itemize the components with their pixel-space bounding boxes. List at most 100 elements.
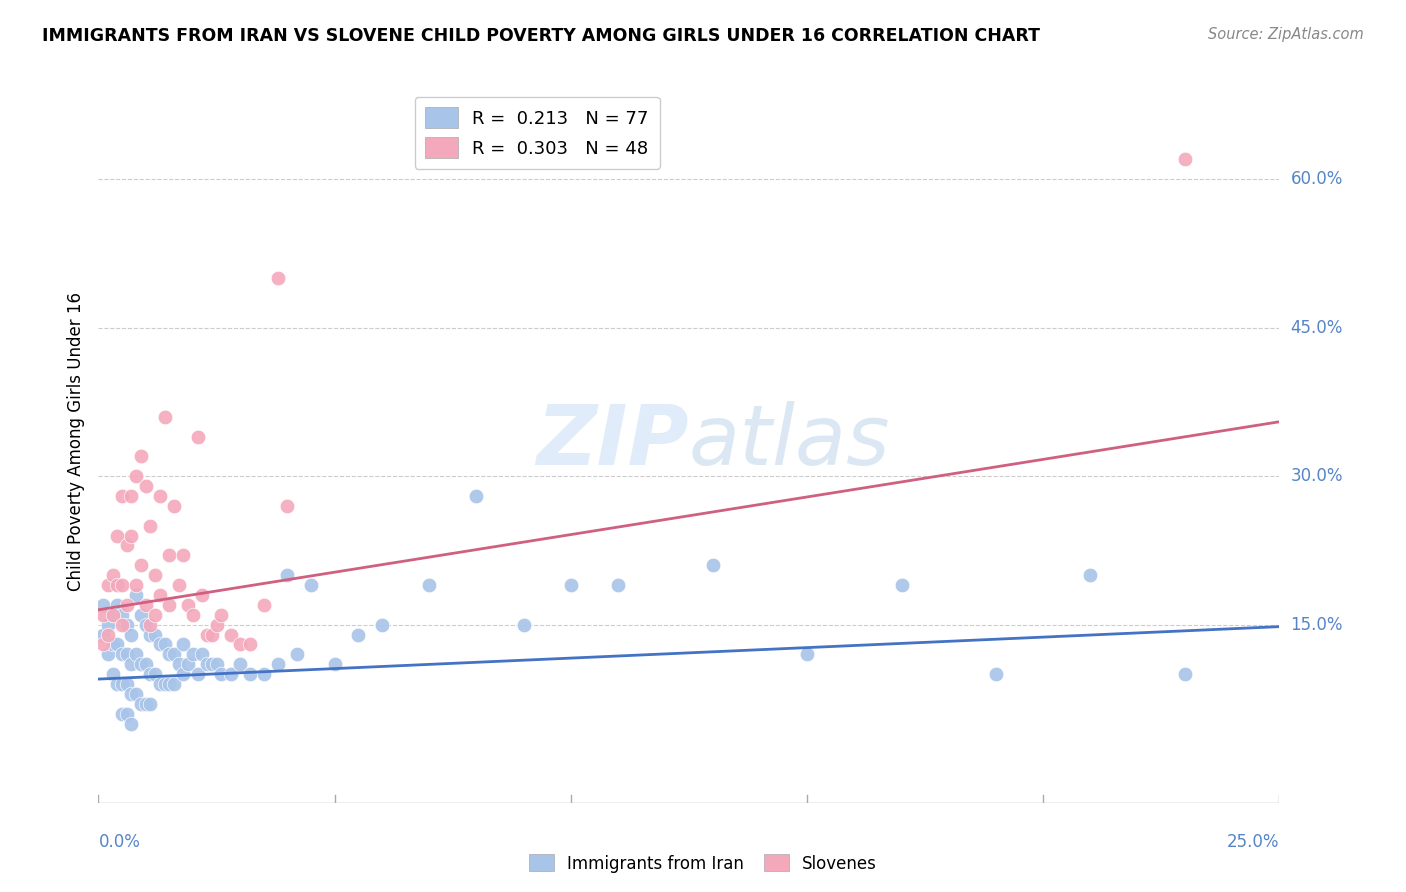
Point — [267, 657, 290, 672]
Point — [149, 677, 172, 691]
Point — [796, 648, 818, 662]
Point — [115, 617, 138, 632]
Point — [195, 657, 218, 672]
Text: atlas: atlas — [689, 401, 890, 482]
Point — [111, 648, 134, 662]
Point — [97, 578, 120, 592]
Point — [371, 617, 394, 632]
Point — [219, 627, 242, 641]
Point — [125, 469, 148, 483]
Point — [97, 617, 120, 632]
Point — [465, 489, 488, 503]
Point — [101, 667, 124, 681]
Point — [890, 578, 912, 592]
Point — [153, 637, 176, 651]
Point — [111, 607, 134, 622]
Point — [163, 648, 186, 662]
Point — [195, 627, 218, 641]
Point — [135, 657, 157, 672]
Point — [111, 578, 134, 592]
Point — [167, 657, 190, 672]
Point — [121, 528, 143, 542]
Point — [125, 588, 148, 602]
Point — [181, 607, 204, 622]
Point — [139, 518, 162, 533]
Point — [229, 657, 252, 672]
Point — [135, 598, 157, 612]
Point — [702, 558, 724, 573]
Point — [105, 637, 128, 651]
Text: ZIP: ZIP — [536, 401, 689, 482]
Point — [209, 607, 232, 622]
Point — [111, 706, 134, 721]
Point — [101, 568, 124, 582]
Point — [167, 578, 190, 592]
Point — [105, 677, 128, 691]
Point — [239, 667, 262, 681]
Point — [560, 578, 582, 592]
Point — [91, 598, 114, 612]
Point — [139, 667, 162, 681]
Point — [285, 648, 308, 662]
Point — [135, 697, 157, 711]
Point — [121, 489, 143, 503]
Legend: Immigrants from Iran, Slovenes: Immigrants from Iran, Slovenes — [522, 847, 884, 880]
Point — [187, 429, 209, 443]
Point — [101, 607, 124, 622]
Point — [418, 578, 440, 592]
Point — [1080, 568, 1102, 582]
Point — [177, 657, 200, 672]
Point — [347, 627, 370, 641]
Point — [139, 617, 162, 632]
Point — [125, 648, 148, 662]
Point — [172, 637, 194, 651]
Point — [129, 607, 152, 622]
Y-axis label: Child Poverty Among Girls Under 16: Child Poverty Among Girls Under 16 — [66, 292, 84, 591]
Point — [153, 677, 176, 691]
Point — [111, 489, 134, 503]
Point — [267, 271, 290, 285]
Point — [607, 578, 630, 592]
Point — [139, 627, 162, 641]
Point — [105, 578, 128, 592]
Text: 60.0%: 60.0% — [1291, 170, 1343, 188]
Point — [143, 667, 166, 681]
Point — [512, 617, 534, 632]
Text: 30.0%: 30.0% — [1291, 467, 1343, 485]
Point — [157, 549, 180, 563]
Point — [149, 637, 172, 651]
Point — [97, 627, 120, 641]
Point — [172, 549, 194, 563]
Point — [115, 706, 138, 721]
Point — [157, 648, 180, 662]
Point — [181, 648, 204, 662]
Point — [125, 687, 148, 701]
Point — [163, 677, 186, 691]
Point — [229, 637, 252, 651]
Point — [187, 667, 209, 681]
Text: 15.0%: 15.0% — [1291, 615, 1343, 633]
Point — [135, 617, 157, 632]
Point — [101, 607, 124, 622]
Point — [191, 588, 214, 602]
Point — [125, 578, 148, 592]
Point — [205, 657, 228, 672]
Point — [115, 677, 138, 691]
Point — [143, 627, 166, 641]
Point — [91, 607, 114, 622]
Point — [121, 657, 143, 672]
Point — [205, 617, 228, 632]
Point — [115, 598, 138, 612]
Point — [139, 697, 162, 711]
Point — [129, 657, 152, 672]
Point — [121, 716, 143, 731]
Point — [143, 568, 166, 582]
Point — [135, 479, 157, 493]
Point — [121, 687, 143, 701]
Point — [172, 667, 194, 681]
Point — [1174, 153, 1197, 167]
Point — [115, 539, 138, 553]
Point — [253, 667, 276, 681]
Point — [129, 697, 152, 711]
Point — [157, 677, 180, 691]
